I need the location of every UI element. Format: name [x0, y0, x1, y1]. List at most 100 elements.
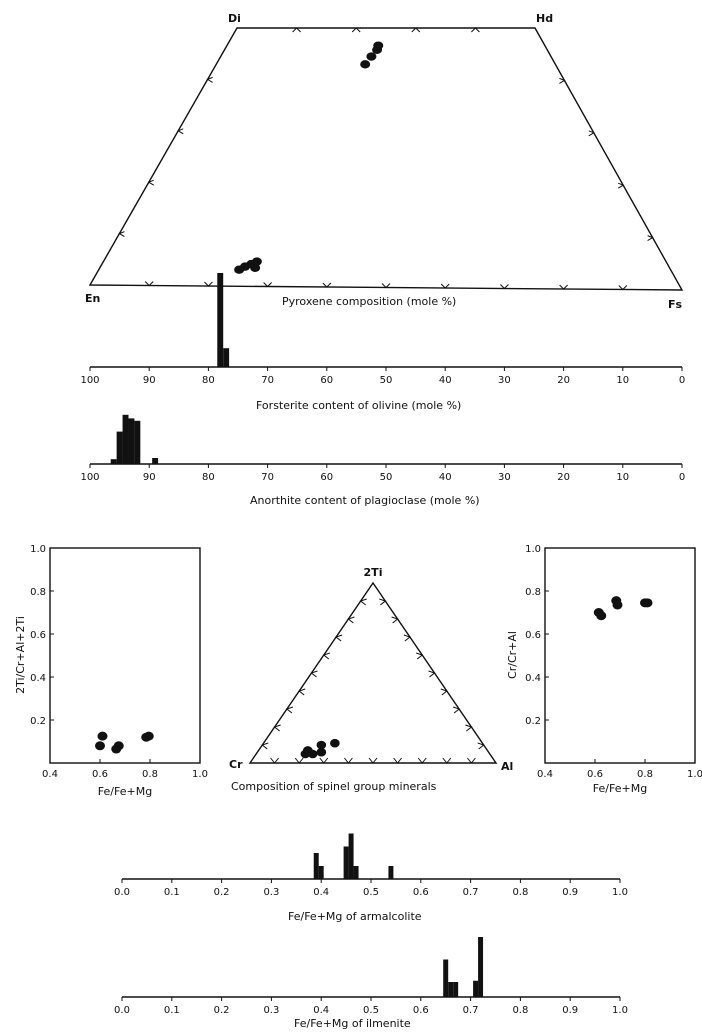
histogram-bar [453, 982, 459, 997]
corner-label-cr: Cr [229, 758, 243, 771]
x-tick-label: 0.4 [313, 887, 329, 898]
scatter-point [612, 600, 623, 610]
x-tick-label: 0.6 [587, 769, 603, 780]
y-tick-label: 0.6 [525, 630, 541, 641]
histogram-bar [223, 348, 230, 367]
pyroxene-point [373, 41, 384, 50]
x-tick-label: 0.0 [114, 1005, 130, 1016]
spinel-ti-frame [49, 547, 201, 764]
x-tick-label: 20 [557, 375, 570, 386]
histogram-bar [318, 866, 324, 879]
ternary-base-tick [319, 757, 329, 764]
ternary-right-tick [440, 688, 448, 696]
ternary-right-tick [403, 634, 411, 642]
ternary-left-tick [285, 706, 294, 714]
ternary-left-tick [310, 670, 318, 678]
histogram-bar [116, 431, 123, 464]
ternary-point [330, 738, 340, 748]
x-tick-label: 0.8 [637, 769, 653, 780]
plagioclase-ticks: 100 90 80 70 60 50 40 30 20 10 0 [80, 464, 685, 483]
histogram-bar [128, 418, 135, 464]
pyroxene-base-tick [618, 285, 628, 291]
spinel-ti-scatter: 0.4 0.6 0.8 1.0 0.2 0.4 0.6 0.8 1.0 2Ti/Cr+Al+2T… [14, 544, 208, 798]
x-tick-label: 1.0 [612, 887, 628, 898]
corner-label-hd: Hd [536, 12, 553, 25]
x-tick-label: 80 [202, 472, 215, 483]
x-tick-label: 100 [80, 472, 99, 483]
x-tick-label: 0.4 [537, 769, 553, 780]
scatter-point [143, 731, 154, 741]
scatter-point [95, 741, 105, 751]
spinel-ti-ticks: 0.4 0.6 0.8 1.0 0.2 0.4 0.6 0.8 1.0 [30, 544, 208, 780]
x-tick-label: 0.1 [164, 1005, 180, 1016]
y-tick-label: 0.2 [525, 716, 541, 727]
ternary-left-tick [359, 598, 367, 606]
pyroxene-base-tick [559, 284, 568, 290]
x-tick-label: 0.2 [214, 1005, 230, 1016]
armalcolite-ticks: 0.0 0.1 0.2 0.3 0.4 0.5 0.6 0.7 0.8 0.9 1.0 [114, 879, 628, 898]
histogram-bar [473, 980, 479, 997]
x-tick-label: 40 [439, 472, 452, 483]
pyroxene-point [250, 263, 261, 272]
ternary-left-tick [298, 688, 306, 696]
spinel-ternary-chart: 2Ti Cr Al Composition of spinel group mi… [229, 566, 513, 793]
x-tick-label: 0.7 [463, 1005, 479, 1016]
spinel-cr-y-label: Cr/Cr+Al [506, 631, 519, 679]
ternary-base-tick [442, 757, 452, 764]
ternary-right-tick [477, 742, 485, 750]
plagioclase-histogram: 100 90 80 70 60 50 40 30 20 10 0 Anorthite content… [80, 414, 685, 507]
x-tick-label: 1.0 [192, 769, 208, 780]
pyroxene-base-tick [500, 284, 509, 290]
pyroxene-left-tick [177, 128, 184, 135]
x-tick-label: 50 [380, 375, 393, 386]
pyroxene-top-tick [351, 27, 361, 33]
x-tick-label: 70 [261, 472, 274, 483]
histogram-bar [388, 866, 394, 879]
y-tick-label: 1.0 [525, 544, 541, 555]
x-tick-label: 0.5 [363, 887, 379, 898]
x-tick-label: 0.8 [142, 769, 158, 780]
spinel-ternary-triangle [248, 581, 498, 764]
x-tick-label: 0 [679, 472, 685, 483]
x-tick-label: 0.9 [562, 1005, 578, 1016]
pyroxene-base-tick [381, 283, 391, 289]
corner-label-fs: Fs [668, 298, 683, 311]
histogram-bar [313, 853, 319, 879]
x-tick-label: 0.3 [263, 887, 279, 898]
corner-label-al: Al [501, 760, 513, 773]
ternary-right-tick [416, 652, 424, 660]
x-tick-label: 0.6 [413, 887, 429, 898]
pyroxene-right-tick [647, 235, 654, 242]
pyroxene-right-tick [588, 130, 595, 137]
pyroxene-quadrilateral-chart: Di Hd En Fs Pyroxene composition (mole %… [85, 12, 684, 311]
histogram-bar [348, 833, 354, 879]
x-tick-label: 100 [80, 375, 99, 386]
x-tick-label: 30 [498, 472, 511, 483]
pyroxene-left-tick [118, 231, 125, 238]
y-tick-label: 1.0 [30, 544, 46, 555]
histogram-bar [152, 458, 159, 464]
ilmenite-bars [443, 937, 484, 997]
y-tick-label: 0.6 [30, 630, 46, 641]
ternary-base-tick [417, 757, 427, 764]
pyroxene-top-tick [292, 27, 301, 33]
armalcolite-histogram: 0.0 0.1 0.2 0.3 0.4 0.5 0.6 0.7 0.8 0.9 1.0 Fe/Fe+… [114, 833, 628, 923]
x-tick-label: 0.2 [214, 887, 230, 898]
x-tick-label: 0.1 [164, 887, 180, 898]
x-tick-label: 0 [679, 375, 685, 386]
x-tick-label: 0.6 [92, 769, 108, 780]
spinel-ti-points [95, 731, 154, 754]
ternary-right-tick [428, 670, 436, 678]
ternary-base-tick [270, 757, 279, 764]
x-tick-label: 0.8 [512, 1005, 528, 1016]
scatter-point [642, 598, 653, 608]
x-tick-label: 0.9 [562, 887, 578, 898]
corner-label-2ti: 2Ti [364, 566, 383, 579]
spinel-ti-x-label: Fe/Fe+Mg [98, 785, 152, 798]
ternary-right-tick [391, 616, 399, 624]
ternary-left-tick [347, 616, 355, 624]
scatter-point [113, 741, 124, 751]
ternary-point [316, 747, 327, 757]
pyroxene-base-tick [322, 282, 332, 288]
